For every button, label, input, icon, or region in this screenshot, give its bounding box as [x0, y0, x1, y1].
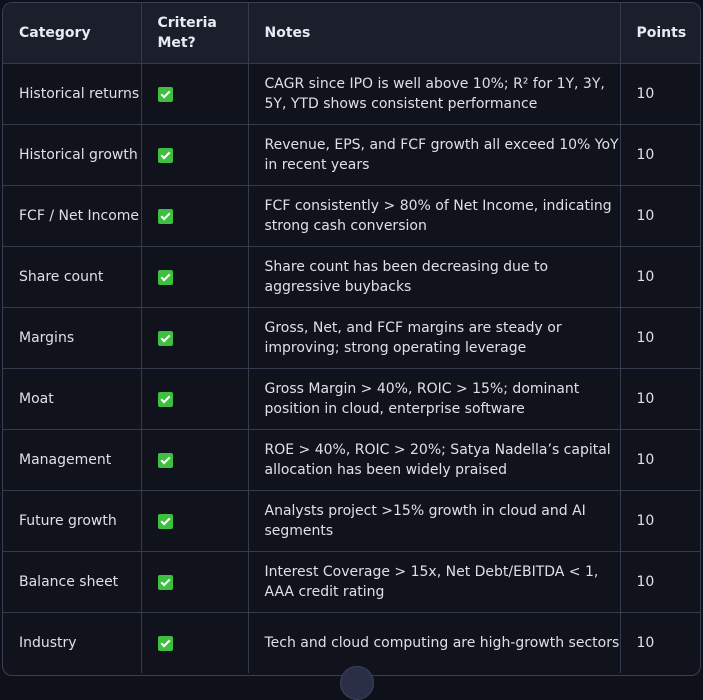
header-points: Points [620, 3, 700, 64]
table-row: FCF / Net Income FCF consistently > 80% … [3, 185, 700, 247]
green-check-icon [157, 574, 173, 590]
row-criteria [141, 551, 249, 613]
header-criteria: Criteria Met? [141, 3, 249, 64]
row-notes: ROE > 40%, ROIC > 20%; Satya Nadella’s c… [248, 429, 621, 491]
green-check-icon [157, 391, 173, 407]
row-criteria [141, 185, 249, 247]
row-category: Share count [3, 246, 142, 308]
row-notes: Revenue, EPS, and FCF growth all exceed … [248, 124, 621, 186]
row-category: Moat [3, 368, 142, 430]
row-points: 10 [620, 490, 700, 552]
row-notes: Gross Margin > 40%, ROIC > 15%; dominant… [248, 368, 621, 430]
row-notes: Tech and cloud computing are high-growth… [248, 612, 621, 673]
table-row: Future growth Analysts project >15% grow… [3, 490, 700, 552]
table-row: Management ROE > 40%, ROIC > 20%; Satya … [3, 429, 700, 491]
row-category: Balance sheet [3, 551, 142, 613]
green-check-icon [157, 208, 173, 224]
row-notes: Interest Coverage > 15x, Net Debt/EBITDA… [248, 551, 621, 613]
row-points: 10 [620, 307, 700, 369]
row-points: 10 [620, 429, 700, 491]
table-row: Industry Tech and cloud computing are hi… [3, 612, 700, 673]
row-category: Historical returns [3, 63, 142, 125]
green-check-icon [157, 269, 173, 285]
row-category: Margins [3, 307, 142, 369]
row-points: 10 [620, 368, 700, 430]
header-notes: Notes [248, 3, 621, 64]
row-criteria [141, 307, 249, 369]
row-points: 10 [620, 246, 700, 308]
scroll-down-button[interactable] [340, 666, 374, 700]
row-category: Future growth [3, 490, 142, 552]
table-row: Balance sheet Interest Coverage > 15x, N… [3, 551, 700, 613]
row-notes: Share count has been decreasing due to a… [248, 246, 621, 308]
row-notes: FCF consistently > 80% of Net Income, in… [248, 185, 621, 247]
row-category: Industry [3, 612, 142, 673]
table-row: Historical returns CAGR since IPO is wel… [3, 63, 700, 125]
header-category: Category [3, 3, 142, 64]
row-category: Management [3, 429, 142, 491]
table-row: Share count Share count has been decreas… [3, 246, 700, 308]
row-points: 10 [620, 551, 700, 613]
row-category: FCF / Net Income [3, 185, 142, 247]
scorecard-table-container: Category Criteria Met? Notes Points Hist… [2, 2, 701, 676]
green-check-icon [157, 635, 173, 651]
green-check-icon [157, 513, 173, 529]
row-criteria [141, 124, 249, 186]
green-check-icon [157, 330, 173, 346]
header-row: Category Criteria Met? Notes Points [3, 3, 700, 64]
table-row: Margins Gross, Net, and FCF margins are … [3, 307, 700, 369]
green-check-icon [157, 147, 173, 163]
row-notes: CAGR since IPO is well above 10%; R² for… [248, 63, 621, 125]
row-criteria [141, 63, 249, 125]
row-criteria [141, 246, 249, 308]
row-criteria [141, 429, 249, 491]
row-points: 10 [636, 635, 655, 651]
row-criteria [141, 490, 249, 552]
row-category: Historical growth [3, 124, 142, 186]
row-criteria [141, 612, 249, 673]
green-check-icon [157, 86, 173, 102]
row-notes: Analysts project >15% growth in cloud an… [248, 490, 621, 552]
table-row: Historical growth Revenue, EPS, and FCF … [3, 124, 700, 186]
row-points: 10 [620, 185, 700, 247]
row-notes: Gross, Net, and FCF margins are steady o… [248, 307, 621, 369]
row-criteria [141, 368, 249, 430]
row-points: 10 [620, 124, 700, 186]
row-points: 10 [620, 63, 700, 125]
table-row: Moat Gross Margin > 40%, ROIC > 15%; dom… [3, 368, 700, 430]
scorecard-table: Category Criteria Met? Notes Points Hist… [3, 3, 700, 673]
green-check-icon [157, 452, 173, 468]
